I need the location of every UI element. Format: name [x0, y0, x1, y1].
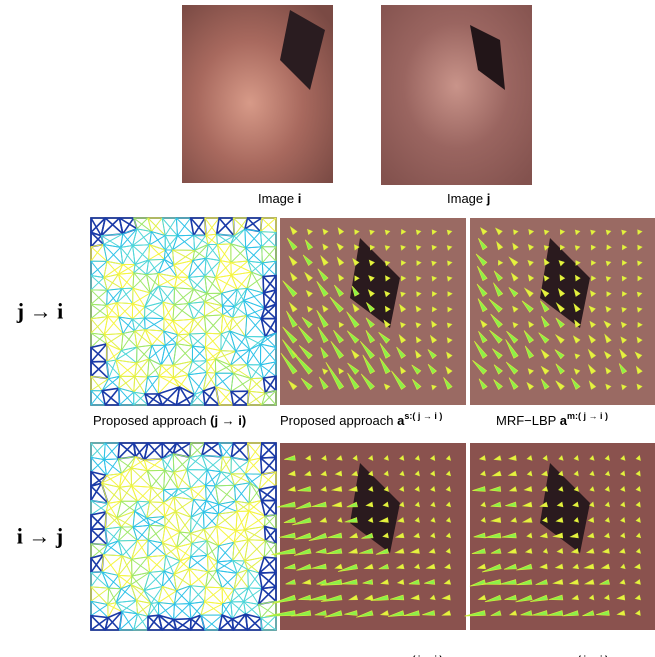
panel-caption: Proposed approach as:( j → i ) [280, 411, 442, 428]
caption-symbol: j [486, 191, 491, 206]
caption-direction: (j → i) [210, 413, 246, 428]
caption-text: MRF−LBP [496, 413, 556, 428]
panel-caption: Proposed approach (j → i) [93, 413, 246, 428]
caption-text: Proposed approach [280, 413, 393, 428]
image-caption: Image i [258, 191, 301, 206]
panel-caption: MRF−LBP am:( j → i ) [496, 411, 608, 428]
caption-symbol: i [298, 191, 302, 206]
caption-text: Image [447, 191, 483, 206]
page: Image i Image j j → i Proposed approach (… [0, 0, 655, 657]
caption-text: Image [258, 191, 294, 206]
caption-text: Proposed approach [93, 413, 206, 428]
caption-superscript: m:( j → i ) [567, 411, 608, 421]
image-j [381, 5, 532, 185]
image-caption: Image j [447, 191, 490, 206]
caption-superscript: s:( j → i ) [404, 411, 442, 421]
row-label: i → j [17, 524, 63, 549]
figure: Image i Image j j → i Proposed approach (… [0, 0, 655, 657]
row-label: j → i [16, 299, 63, 324]
